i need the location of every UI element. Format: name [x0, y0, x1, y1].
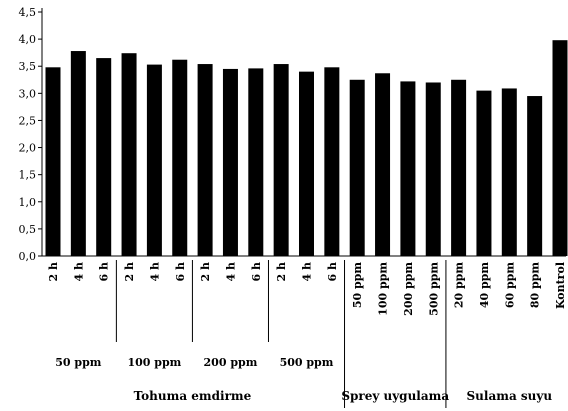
group-label: Sprey uygulama	[341, 389, 449, 403]
bar	[375, 73, 391, 256]
bar	[400, 81, 416, 256]
y-tick-label: 0,0	[19, 250, 37, 263]
group-labels: Tohuma emdirme Sprey uygulama Sulama suyu	[134, 389, 553, 403]
bar	[527, 96, 543, 257]
bar	[552, 40, 568, 256]
x-tick-label: 4 h	[72, 262, 85, 281]
x-tick-label: 100 ppm	[377, 262, 390, 316]
bar	[451, 79, 467, 257]
x-tick-labels: 2 h 4 h 6 h 2 h 4 h 6 h 2 h 4 h 6 h 2 h 4 h 6 h 50 p…	[47, 262, 567, 316]
group-label: Tohuma emdirme	[134, 389, 252, 403]
x-tick-label: 200 ppm	[402, 262, 415, 316]
x-tick-label: 4 h	[224, 262, 237, 281]
x-tick-label: 4 h	[301, 262, 314, 281]
x-tick-label: 2 h	[275, 262, 288, 281]
bar	[45, 67, 61, 256]
bar	[96, 58, 112, 256]
y-tick-label: 4,0	[19, 33, 37, 46]
x-tick-label: 2 h	[47, 262, 60, 281]
bar	[299, 71, 314, 257]
bar	[349, 79, 365, 257]
x-tick-label: 80 ppm	[529, 262, 542, 309]
y-tick-label: 0,5	[19, 223, 37, 236]
x-tick-label: 40 ppm	[478, 262, 491, 309]
y-tick-label: 3,5	[19, 60, 37, 73]
bar	[172, 59, 188, 256]
subgroup-label: 500 ppm	[280, 356, 334, 369]
bar	[476, 90, 492, 256]
bar	[146, 64, 162, 257]
bar	[501, 88, 517, 256]
x-tick-label: 20 ppm	[453, 262, 466, 309]
x-tick-label: 6 h	[98, 262, 111, 281]
x-tick-label: 6 h	[250, 262, 263, 281]
bar	[248, 68, 264, 256]
group-dividers	[115, 260, 447, 408]
y-tick-label: 1,0	[19, 196, 37, 209]
bar	[197, 64, 213, 256]
bar	[121, 53, 137, 256]
x-tick-label: 2 h	[123, 262, 136, 281]
x-tick-label: 60 ppm	[503, 262, 516, 309]
x-tick-label: 500 ppm	[427, 262, 440, 316]
y-tick-label: 2,0	[19, 142, 37, 155]
bar	[70, 51, 86, 256]
y-tick-label: 2,5	[19, 114, 37, 127]
y-tick-label: 4,5	[19, 6, 37, 19]
x-tick-label: 6 h	[326, 262, 339, 281]
bar	[273, 64, 289, 256]
x-tick-label: 4 h	[148, 262, 161, 281]
bar	[425, 82, 441, 256]
subgroup-label: 200 ppm	[204, 356, 258, 369]
y-axis: 0,0 0,5 1,0 1,5 2,0 2,5 3,0 3,5 4,0 4,5	[19, 6, 566, 263]
subgroup-labels: 50 ppm 100 ppm 200 ppm 500 ppm	[55, 356, 333, 369]
x-tick-label: 6 h	[174, 262, 187, 281]
y-tick-label: 3,0	[19, 87, 37, 100]
x-tick-label: Kontrol	[554, 262, 567, 309]
subgroup-label: 100 ppm	[127, 356, 181, 369]
x-tick-label: 50 ppm	[351, 262, 364, 309]
group-label: Sulama suyu	[467, 389, 553, 403]
y-tick-label: 1,5	[19, 169, 37, 182]
x-tick-label: 2 h	[199, 262, 212, 281]
bar	[324, 67, 340, 256]
bar	[222, 68, 238, 256]
subgroup-label: 50 ppm	[55, 356, 102, 369]
bars	[45, 40, 568, 257]
